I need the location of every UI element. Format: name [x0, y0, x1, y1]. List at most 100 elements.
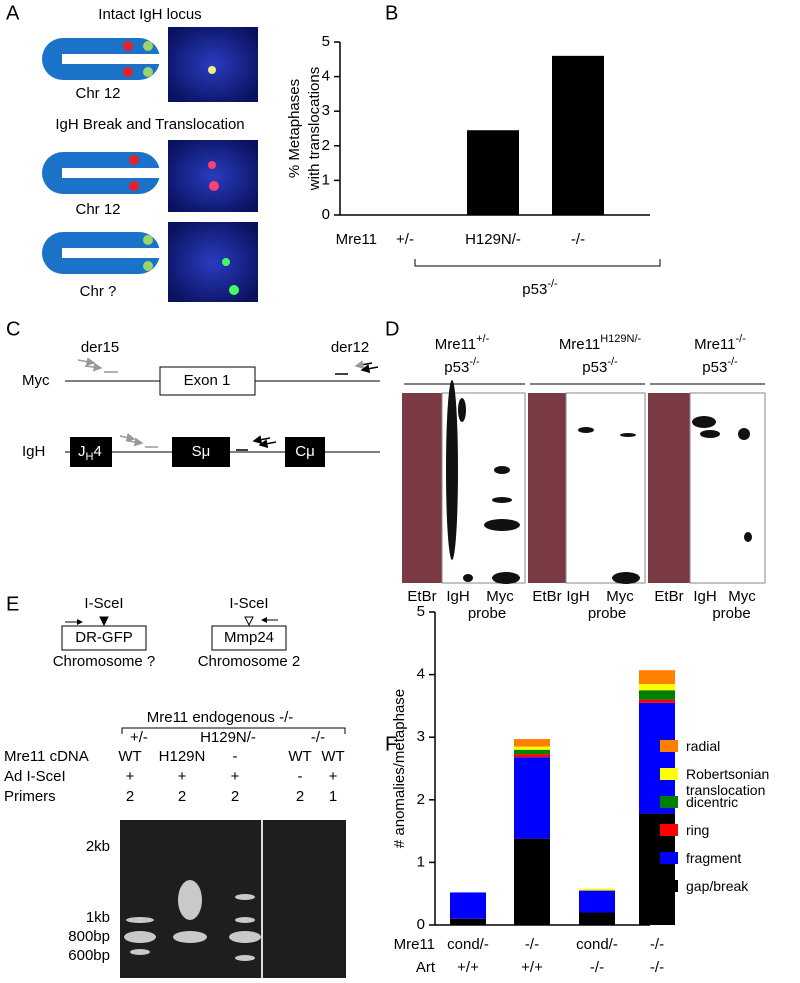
y-tick-label: 0	[322, 206, 330, 223]
bar	[467, 130, 519, 215]
bar-segment	[639, 670, 675, 684]
legend-label: radial	[686, 738, 721, 754]
legend-item: gap/break	[660, 878, 800, 894]
band	[229, 931, 261, 943]
construct-box	[211, 625, 287, 651]
legend-swatch	[660, 768, 678, 780]
band	[484, 519, 520, 531]
site-marker	[99, 616, 109, 627]
bar-segment	[514, 749, 550, 755]
chromosome	[42, 152, 162, 194]
bar	[552, 55, 604, 216]
lane-label: EtBr	[654, 588, 683, 605]
x-tick-label-2: -/-	[590, 959, 604, 976]
band	[578, 427, 594, 433]
label-sup: -/-	[736, 333, 747, 345]
band	[235, 917, 255, 923]
segment-label: Sμ	[192, 443, 211, 460]
legend-label: dicentric	[686, 794, 739, 810]
segment-box	[70, 437, 112, 467]
panel-e: I-SceI DR-GFP Chromosome ? I-SceI Mmp24 Chrom…	[4, 595, 346, 978]
band	[744, 532, 752, 542]
panel-label: E	[6, 593, 19, 615]
panel-label: F	[385, 733, 397, 755]
panel-label: A	[6, 2, 20, 24]
label-base: p53	[522, 281, 547, 298]
bar-segment	[639, 702, 675, 814]
cell: H129N	[159, 748, 206, 765]
row-label: Ad I-SceI	[4, 768, 66, 785]
chr-label: Chr ?	[80, 283, 117, 300]
band	[692, 416, 716, 428]
legend-label: ring	[686, 822, 710, 838]
label-sup: -/-	[547, 278, 558, 290]
x-tick-label: -/-	[650, 936, 664, 953]
exon-box	[159, 366, 256, 396]
row-label: IgH	[22, 443, 45, 460]
construct-label: DR-GFP	[75, 629, 133, 646]
x-tick-label-2: -/-	[650, 959, 664, 976]
probe-label: probe	[468, 605, 506, 622]
cell: WT	[118, 748, 141, 765]
row-label: Art	[416, 959, 436, 976]
y-axis-label: with translocations	[306, 67, 323, 191]
micrograph	[168, 140, 258, 212]
band	[463, 574, 473, 582]
row-label: Mre11 cDNA	[4, 748, 89, 765]
panel-label: C	[6, 318, 20, 340]
marker-label: 800bp	[68, 928, 110, 945]
cell: -	[233, 748, 238, 765]
probe-label: probe	[712, 605, 750, 622]
label-sup: -/-	[727, 356, 738, 368]
blot	[565, 392, 646, 584]
marker-label: 2kb	[86, 838, 110, 855]
bar-segment	[579, 890, 615, 913]
band	[126, 917, 154, 923]
y-axis-label: % Metaphases	[286, 79, 303, 178]
legend-label: Robertsonian translocation	[686, 766, 770, 798]
signal	[208, 66, 216, 74]
label-base: Mre11	[559, 336, 600, 353]
site-label: I-SceI	[229, 595, 268, 612]
label-base: p53	[702, 359, 727, 376]
header-rule	[121, 727, 346, 734]
cell: +	[231, 768, 240, 785]
legend-swatch	[660, 740, 678, 752]
group-label: +/-	[130, 729, 148, 746]
lane-label: Myc	[486, 588, 514, 605]
legend-swatch	[660, 852, 678, 864]
bar-segment	[514, 757, 550, 839]
band	[173, 931, 207, 943]
band	[178, 880, 202, 920]
y-tick-label: 1	[322, 171, 330, 188]
lane-label: IgH	[446, 588, 469, 605]
legend-swatch	[660, 880, 678, 892]
y-tick-label: 5	[322, 33, 330, 50]
legend-item: ring	[660, 822, 800, 838]
x-tick-label: -/-	[525, 936, 539, 953]
etbr-gel	[402, 393, 442, 583]
lane-label: EtBr	[407, 588, 436, 605]
band	[446, 380, 458, 560]
cell: -	[298, 768, 303, 785]
construct-label: Mmp24	[224, 629, 274, 646]
site-marker	[244, 616, 254, 627]
label: Mre11+/-	[435, 333, 490, 353]
chr-label: Chr 12	[75, 85, 120, 102]
cell: +	[178, 768, 187, 785]
row-label: Mre11	[394, 936, 435, 953]
segment-box	[285, 437, 325, 467]
construct-box	[61, 625, 147, 651]
band	[458, 398, 466, 422]
band	[492, 572, 520, 584]
bar-segment	[514, 739, 550, 747]
lane-label: Myc	[606, 588, 634, 605]
bar-segment	[514, 746, 550, 750]
cell: WT	[288, 748, 311, 765]
micrograph	[168, 222, 258, 302]
segment-label: JH4	[78, 443, 102, 463]
panel-label: B	[385, 2, 398, 24]
gel	[120, 820, 346, 978]
